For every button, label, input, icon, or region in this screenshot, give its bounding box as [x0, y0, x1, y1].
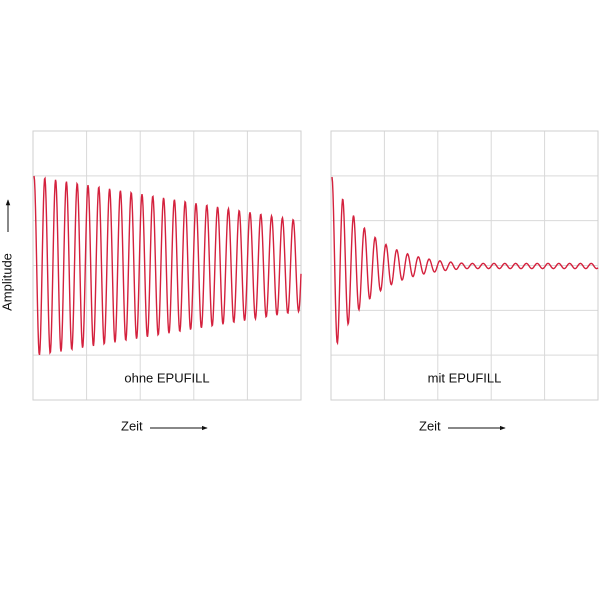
x-label: Zeit	[419, 418, 441, 433]
panel: ohne EPUFILL Zeit	[32, 130, 302, 433]
panel-label: ohne EPUFILL	[124, 370, 209, 385]
wave	[33, 175, 302, 356]
panel-label: mit EPUFILL	[428, 370, 502, 385]
y-axis-label: Amplitude	[0, 199, 14, 311]
x-label: Zeit	[121, 418, 143, 433]
y-label: Amplitude	[0, 253, 14, 311]
panel-frame	[330, 130, 599, 401]
panel-frame	[32, 130, 302, 401]
wave	[331, 176, 599, 346]
grid	[33, 131, 301, 400]
panel: mit EPUFILL Zeit	[330, 130, 599, 433]
